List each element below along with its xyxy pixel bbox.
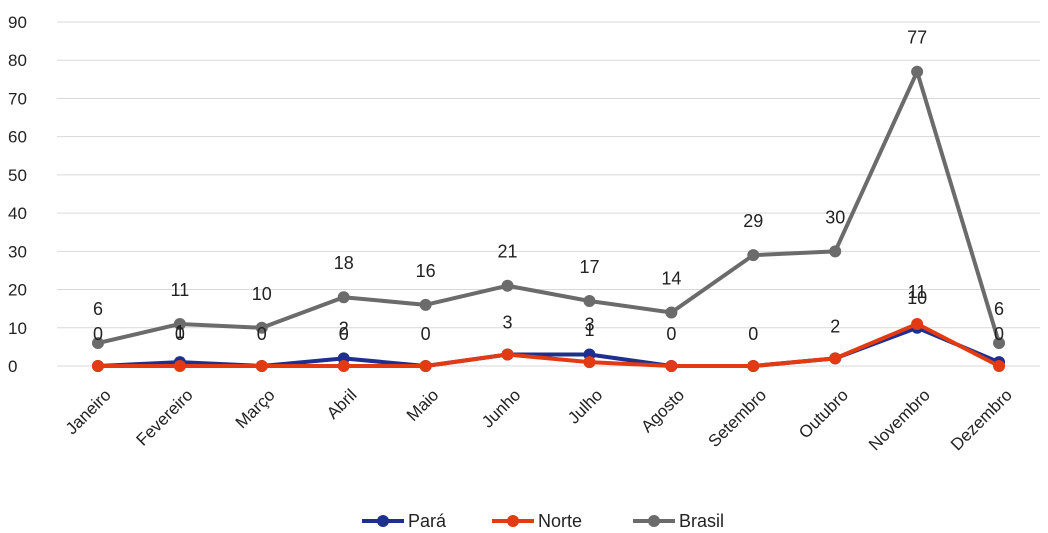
- series-line-brasil: [95, 69, 1002, 346]
- data-point-brasil: [91, 337, 104, 350]
- data-point-brasil: [173, 317, 186, 330]
- y-tick-label: 80: [8, 51, 27, 70]
- x-tick-label: Janeiro: [62, 385, 115, 438]
- data-label-brasil: 30: [825, 207, 845, 227]
- data-label-norte: 0: [257, 324, 267, 344]
- series-line-norte: [95, 321, 1002, 368]
- y-tick-label: 60: [8, 128, 27, 147]
- data-point-brasil: [747, 249, 760, 262]
- data-point-norte: [583, 356, 596, 369]
- x-tick-label: Agosto: [637, 385, 688, 436]
- data-point-brasil: [829, 245, 842, 258]
- data-point-norte: [747, 360, 760, 372]
- legend-label-norte: Norte: [538, 511, 582, 531]
- data-point-brasil: [911, 65, 924, 78]
- data-label-brasil: 29: [743, 211, 763, 231]
- y-tick-label: 70: [8, 89, 27, 108]
- data-label-norte: 0: [421, 324, 431, 344]
- data-label-norte: 0: [994, 324, 1004, 344]
- legend-marker-norte: [507, 515, 519, 527]
- data-label-brasil: 10: [252, 284, 272, 304]
- y-tick-label: 20: [8, 281, 27, 300]
- data-label-brasil: 6: [93, 299, 103, 319]
- data-point-brasil: [337, 291, 350, 304]
- data-point-brasil: [419, 298, 432, 311]
- data-label-norte: 1: [584, 320, 594, 340]
- data-point-brasil: [501, 279, 514, 292]
- legend-label-brasil: Brasil: [679, 511, 724, 531]
- data-label-norte: 2: [830, 316, 840, 336]
- data-point-brasil: [255, 321, 268, 334]
- y-tick-label: 0: [8, 357, 17, 376]
- x-tick-label: Setembro: [705, 385, 771, 451]
- data-label-brasil: 77: [907, 28, 927, 48]
- x-tick-label: Dezembro: [947, 385, 1016, 454]
- data-label-brasil: 21: [498, 242, 518, 262]
- data-label-norte: 0: [748, 324, 758, 344]
- data-point-norte: [419, 360, 432, 372]
- data-point-brasil: [993, 337, 1006, 350]
- data-label-norte: 0: [666, 324, 676, 344]
- x-tick-label: Fevereiro: [132, 385, 196, 449]
- data-label-brasil: 18: [334, 253, 354, 273]
- data-label-norte: 11: [908, 282, 927, 302]
- data-point-norte: [91, 360, 104, 372]
- data-label-norte: 0: [93, 324, 103, 344]
- y-tick-label: 10: [8, 319, 27, 338]
- x-tick-label: Abril: [323, 385, 360, 422]
- x-tick-label: Março: [232, 385, 279, 432]
- y-tick-label: 90: [8, 13, 27, 32]
- x-tick-label: Outubro: [795, 385, 852, 442]
- data-label-brasil: 6: [994, 299, 1004, 319]
- data-point-brasil: [665, 306, 678, 319]
- x-tick-label: Junho: [478, 385, 524, 431]
- data-label-brasil: 14: [661, 268, 681, 288]
- data-point-norte: [829, 352, 842, 365]
- x-tick-label: Novembro: [865, 385, 934, 454]
- data-label-para: 10: [907, 288, 927, 308]
- data-label-brasil: 16: [416, 261, 436, 281]
- data-label-norte: 0: [339, 324, 349, 344]
- data-point-norte: [993, 360, 1006, 372]
- data-label-para: 3: [584, 315, 594, 335]
- y-tick-label: 30: [8, 242, 27, 261]
- data-label-norte: 0: [175, 324, 185, 344]
- x-tick-label: Maio: [403, 385, 442, 424]
- data-point-norte: [337, 360, 350, 372]
- y-tick-label: 50: [8, 166, 27, 185]
- data-point-norte: [173, 360, 186, 372]
- data-label-norte: 3: [503, 313, 513, 333]
- data-label-para: 1: [175, 322, 185, 342]
- x-tick-label: Julho: [564, 385, 606, 427]
- y-tick-label: 40: [8, 204, 27, 223]
- data-point-norte: [255, 360, 268, 372]
- data-label-brasil: 11: [171, 280, 190, 300]
- data-point-norte: [501, 348, 514, 361]
- data-label-para: 2: [339, 318, 349, 338]
- data-point-brasil: [583, 295, 596, 308]
- data-point-norte: [665, 360, 678, 372]
- legend-marker-brasil: [648, 515, 660, 527]
- data-label-brasil: 17: [579, 257, 599, 277]
- data-point-norte: [911, 317, 924, 330]
- legend-label-pará: Pará: [408, 511, 447, 531]
- legend-marker-pará: [377, 515, 389, 527]
